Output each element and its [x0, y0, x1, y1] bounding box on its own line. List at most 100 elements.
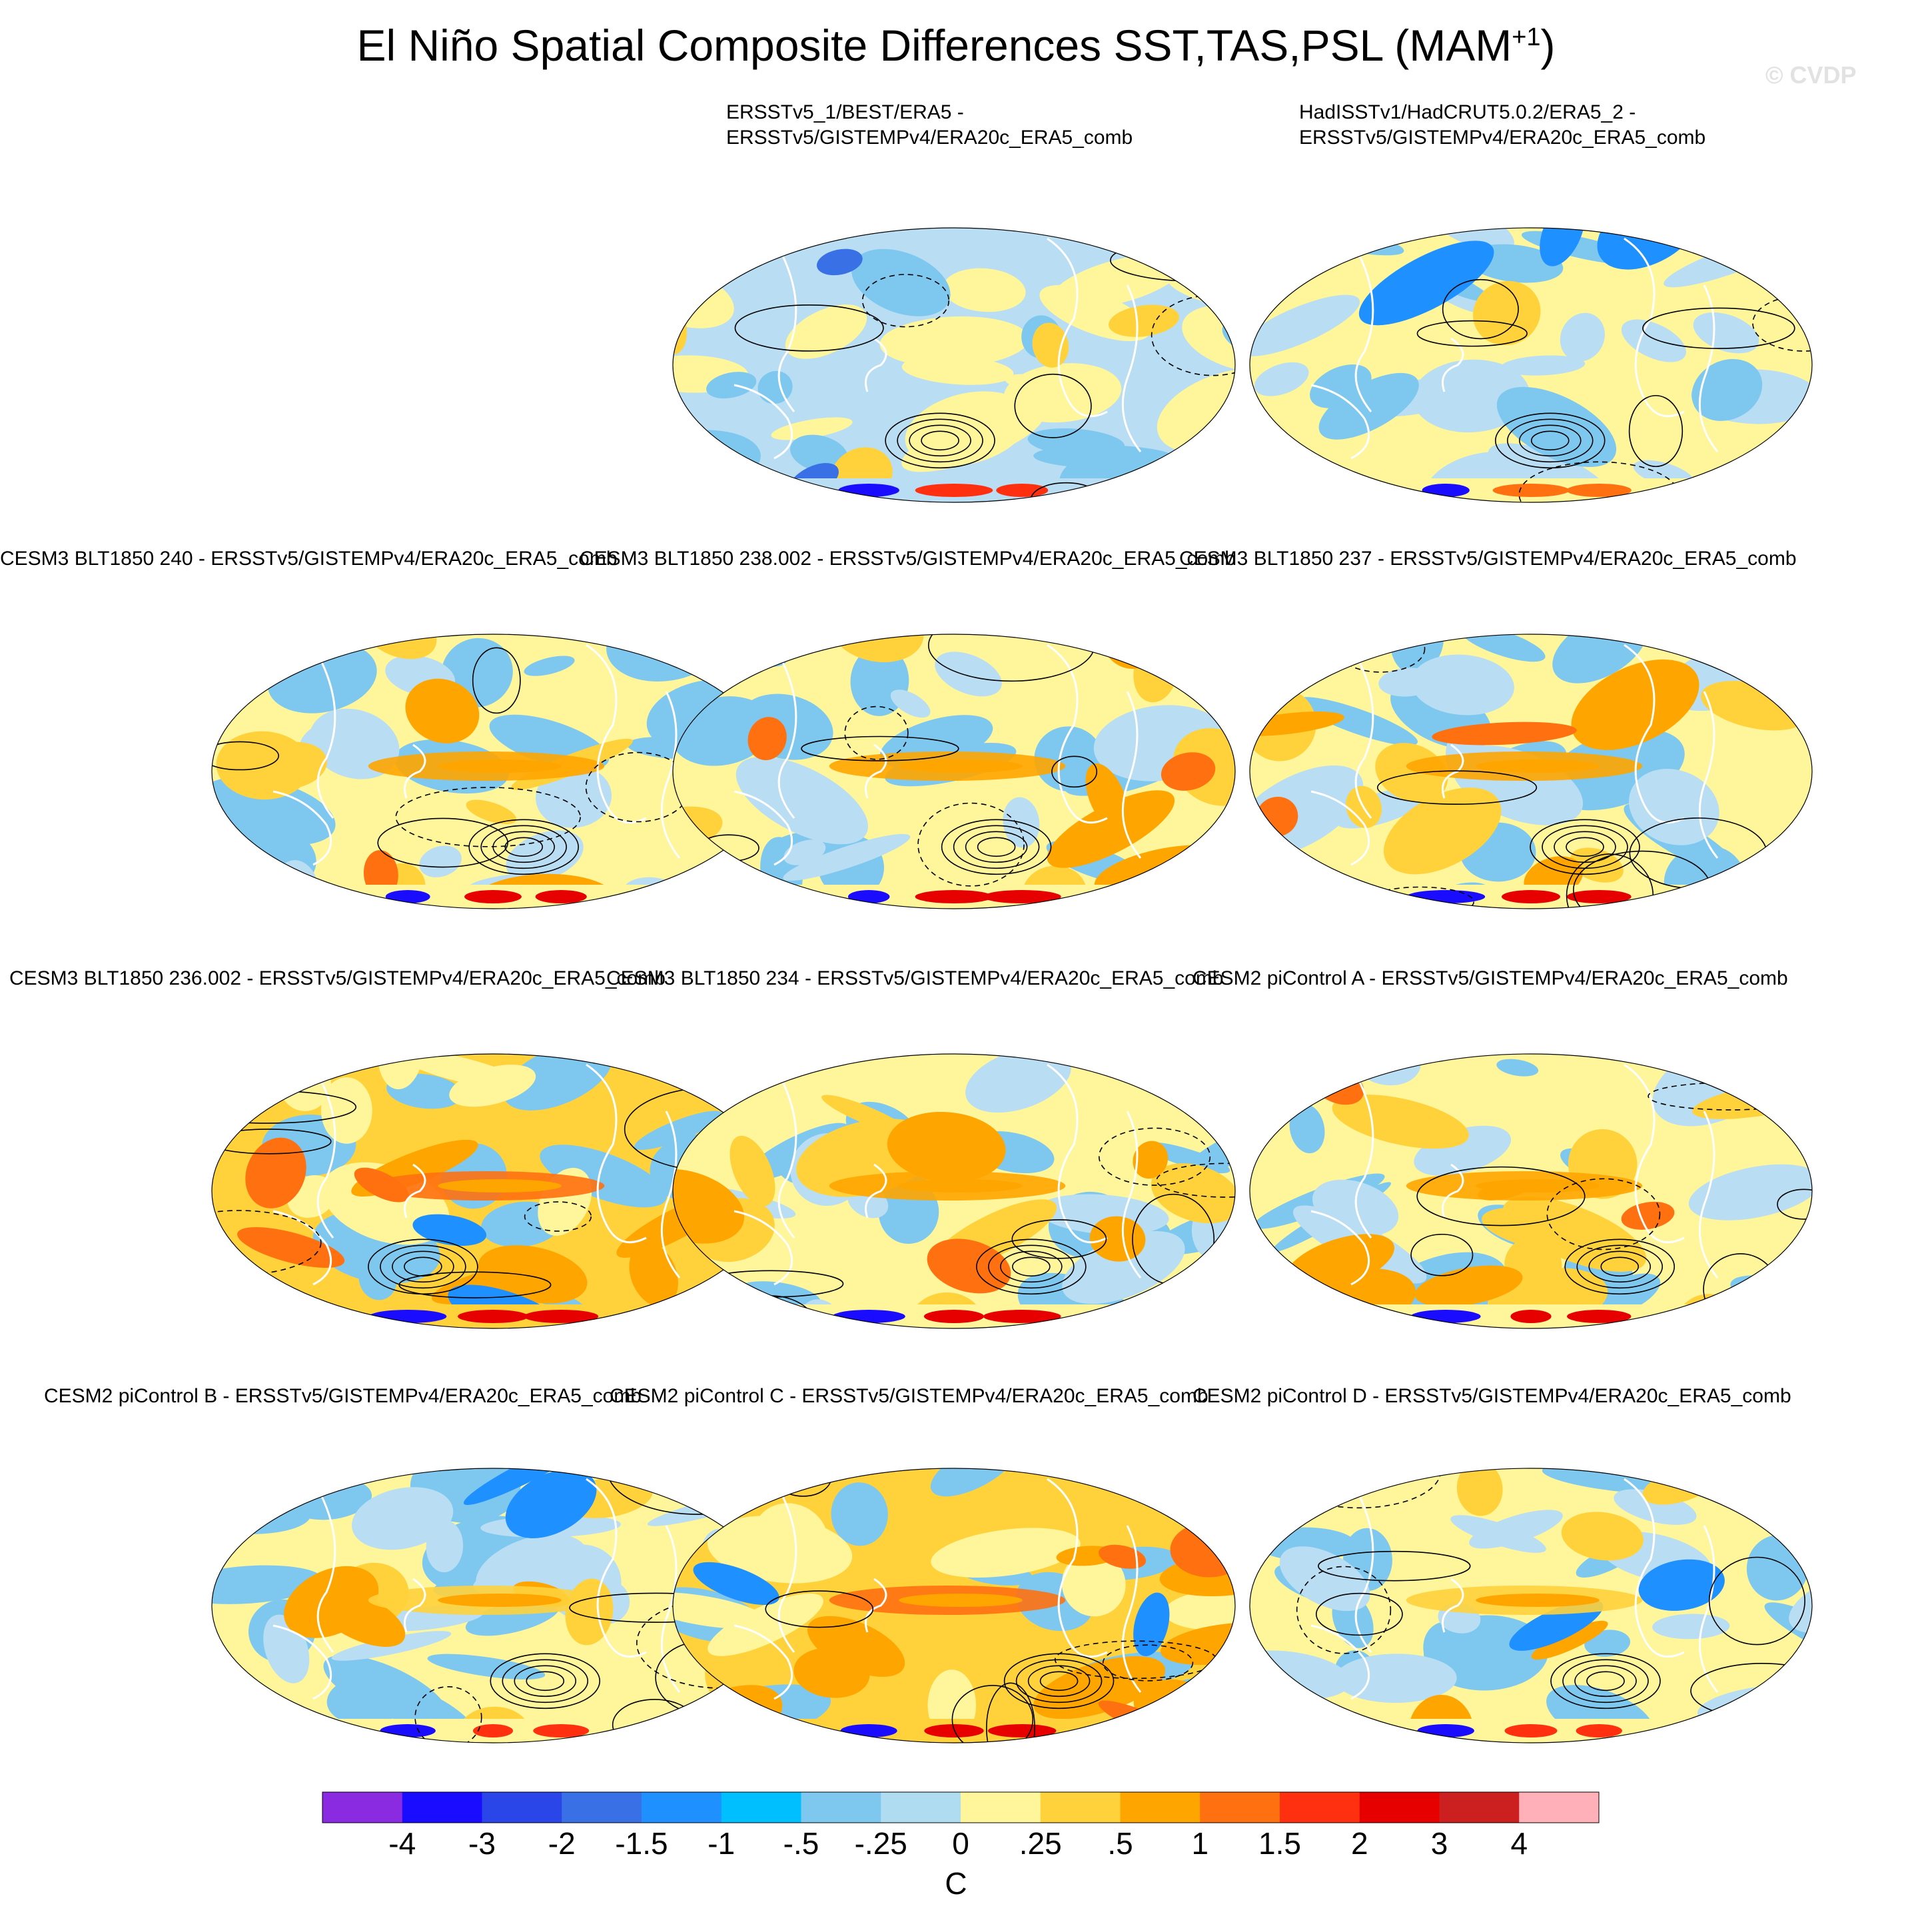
anomaly-patch	[673, 1592, 769, 1629]
anomaly-patch	[1089, 1216, 1146, 1262]
psl-contour	[1003, 1653, 1115, 1709]
anomaly-patch	[1411, 654, 1514, 716]
anomaly-patch	[212, 1565, 323, 1604]
psl-contour	[885, 412, 995, 469]
psl-contour	[1588, 1250, 1652, 1283]
coastline	[1121, 691, 1142, 859]
colorbar-tick-label: 4	[1510, 1826, 1528, 1861]
colorbar-swatch	[1200, 1792, 1280, 1823]
psl-contour	[1562, 1659, 1649, 1703]
coastline	[1354, 658, 1374, 819]
psl-contour	[1550, 1653, 1661, 1709]
anomaly-patch	[785, 304, 867, 359]
anomaly-patch	[1318, 372, 1419, 440]
panel-label-picontrol-d: CESM2 piControl D - ERSSTv5/GISTEMPv4/ER…	[1193, 1385, 1791, 1407]
psl-contour	[909, 424, 971, 457]
antarctic-anomaly	[1504, 1724, 1558, 1737]
psl-contour	[976, 1238, 1087, 1295]
coastline	[1310, 790, 1370, 866]
map-panel	[1249, 634, 1813, 909]
anomaly-patch	[729, 1135, 775, 1207]
anomaly-patch	[1099, 1544, 1147, 1569]
anomaly-patch	[505, 1469, 597, 1538]
panel-label-picontrol-b: CESM2 piControl B - ERSSTv5/GISTEMPv4/ER…	[44, 1385, 642, 1407]
equatorial-core	[1476, 759, 1600, 773]
coastline	[733, 1210, 793, 1286]
psl-contour	[1015, 1659, 1103, 1703]
antarctic-anomaly	[983, 1310, 1061, 1323]
panel-label-237: CESM3 BLT1850 237 - ERSSTv5/GISTEMPv4/ER…	[1179, 548, 1797, 570]
anomaly-patch	[1383, 787, 1502, 875]
antarctic-anomaly	[915, 890, 993, 903]
anomaly-patch	[749, 632, 885, 638]
colorbar-tick-label: 0	[952, 1826, 969, 1861]
coastline	[1698, 1525, 1719, 1693]
psl-contour	[1564, 1238, 1675, 1295]
psl-contour	[480, 825, 567, 869]
anomaly-patch	[1161, 752, 1216, 791]
psl-contour	[765, 1590, 874, 1628]
anomaly-patch	[1106, 904, 1238, 911]
psl-contour	[526, 1671, 565, 1691]
map-panel	[672, 227, 1236, 503]
antarctic-anomaly	[847, 890, 890, 903]
anomaly-patch	[905, 391, 1029, 466]
psl-contour	[492, 831, 555, 863]
panel-label-obs2: HadISSTv1/HadCRUT5.0.2/ERA5_2 - ERSSTv5/G…	[1299, 101, 1706, 149]
coastline	[1354, 1077, 1374, 1238]
psl-contour	[844, 706, 909, 760]
anomaly-patch	[1109, 304, 1179, 337]
anomaly-patch	[1691, 358, 1763, 421]
map-panel	[1249, 1468, 1813, 1743]
psl-contour	[1442, 278, 1519, 340]
coastline	[1442, 1578, 1464, 1633]
colorbar-tick-label: 1.5	[1258, 1826, 1301, 1861]
psl-contour	[1530, 819, 1640, 875]
anomaly-patch	[540, 1145, 667, 1208]
psl-contour	[212, 1129, 332, 1155]
antarctic-anomaly	[1510, 1310, 1552, 1323]
antarctic-anomaly	[1417, 1724, 1474, 1737]
coastline	[733, 384, 793, 460]
anomaly-patch	[1279, 1546, 1370, 1612]
coastline	[1698, 1111, 1719, 1278]
colorbar-units: C	[945, 1866, 967, 1901]
coastline	[865, 743, 887, 799]
psl-contour	[965, 831, 1028, 863]
anomaly-patch	[1552, 634, 1648, 684]
psl-contour	[861, 274, 950, 328]
anomaly-patch	[1164, 1590, 1235, 1630]
psl-contour	[1554, 831, 1616, 863]
colorbar-tick-label: -1	[708, 1826, 735, 1861]
psl-contour	[1039, 1671, 1079, 1691]
psl-contour	[801, 735, 959, 761]
coastline	[777, 658, 797, 819]
anomaly-patch	[830, 634, 924, 663]
psl-contour	[734, 304, 884, 352]
watermark: © CVDP	[1765, 61, 1857, 89]
panel-label-234: CESM3 BLT1850 234 - ERSSTv5/GISTEMPv4/ER…	[606, 967, 1224, 989]
map-panel	[672, 1468, 1236, 1743]
coastline	[1121, 1525, 1142, 1693]
anomaly-patch	[1061, 1552, 1126, 1617]
psl-contour	[368, 1238, 478, 1295]
psl-contour	[921, 430, 959, 451]
colorbar-swatch	[721, 1792, 801, 1823]
anomaly-patch	[1165, 228, 1235, 237]
psl-contour	[897, 418, 983, 463]
equatorial-core	[899, 1179, 1023, 1193]
anomaly-patch	[708, 1593, 823, 1656]
coastline	[1121, 1111, 1142, 1278]
anomaly-patch	[1502, 1197, 1647, 1272]
anomaly-patch	[1469, 1510, 1563, 1549]
colorbar-swatch	[1040, 1792, 1121, 1823]
colorbar-swatch	[482, 1792, 562, 1823]
anomaly-patch	[1629, 769, 1719, 845]
anomaly-patch	[1496, 1059, 1539, 1077]
map-panel	[1249, 227, 1813, 503]
anomaly-patch	[1133, 1141, 1169, 1179]
anomaly-patch	[524, 656, 575, 676]
psl-contour	[1102, 1644, 1194, 1682]
psl-contour	[1315, 1592, 1403, 1636]
coastline	[1047, 237, 1108, 418]
